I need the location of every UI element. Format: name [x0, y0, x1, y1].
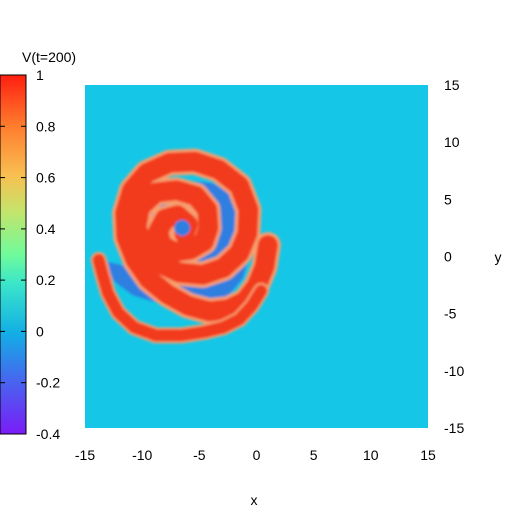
y-tick-label: 10	[444, 134, 460, 150]
x-tick-label: -15	[75, 447, 95, 463]
x-tick-label: 0	[253, 447, 261, 463]
colorbar-tick-label: 0.2	[36, 272, 56, 288]
heatmap-area	[85, 85, 428, 428]
colorbar-tick-label: -0.4	[36, 426, 60, 442]
y-tick-label: 15	[444, 77, 460, 93]
colorbar-title: V(t=200)	[22, 49, 76, 65]
colorbar-tick-label: 0	[36, 323, 44, 339]
colorbar-tick-label: 0.4	[36, 221, 56, 237]
colorbar-tick-label: 0.8	[36, 118, 56, 134]
tail-front	[92, 253, 268, 342]
spiral-wave	[90, 148, 281, 344]
x-axis-label: x	[251, 492, 258, 508]
x-tick-label: 5	[310, 447, 318, 463]
spiral-front	[115, 151, 278, 322]
x-tick-label: 10	[363, 447, 379, 463]
y-tick-label: 0	[444, 249, 452, 265]
y-axis-label: y	[495, 249, 502, 265]
colorbar-tick-label: 0.6	[36, 170, 56, 186]
y-tick-label: 5	[444, 191, 452, 207]
y-axis-ticks: 15 10 5 0 -5 -10 -15	[444, 77, 464, 436]
colorbar-tick-label: -0.2	[36, 375, 60, 391]
x-tick-label: 15	[420, 447, 436, 463]
y-tick-label: -5	[444, 306, 457, 322]
y-tick-label: -15	[444, 420, 464, 436]
y-tick-label: -10	[444, 363, 464, 379]
x-axis-ticks: -15 -10 -5 0 5 10 15	[75, 447, 436, 463]
colorbar	[0, 74, 27, 435]
colorbar-ticks: 1 0.8 0.6 0.4 0.2 0 -0.2 -0.4	[0, 67, 60, 442]
x-tick-label: -10	[132, 447, 152, 463]
colorbar-tick-label: 1	[36, 67, 44, 83]
spiral-core	[174, 219, 191, 236]
x-tick-label: -5	[193, 447, 206, 463]
